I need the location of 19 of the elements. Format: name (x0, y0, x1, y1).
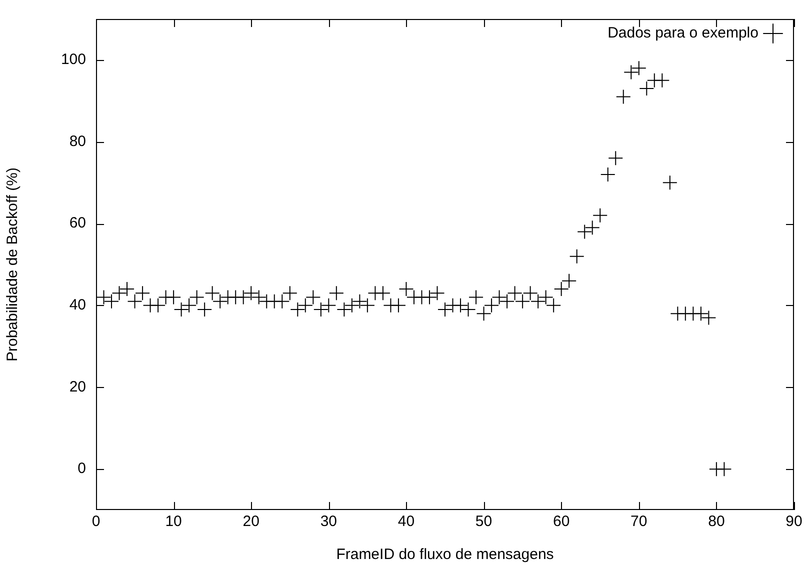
x-tick-label: 80 (708, 513, 725, 530)
x-tick-label: 60 (552, 513, 570, 530)
x-tick-label: 20 (242, 513, 260, 530)
x-tick-label: 10 (165, 513, 182, 530)
y-tick-label: 100 (60, 51, 86, 68)
y-tick-label: 20 (69, 378, 86, 396)
x-axis-title: FrameID do fluxo de mensagens (336, 546, 554, 564)
x-tick-label: 70 (630, 513, 648, 530)
y-tick-label: 0 (78, 460, 86, 478)
y-axis-title: Probabilidade de Backoff (%) (4, 167, 22, 362)
y-tick-label: 40 (69, 296, 86, 314)
legend-label: Dados para o exemplo (608, 24, 758, 42)
y-tick-label: 60 (69, 214, 86, 232)
y-tick-label: 80 (69, 132, 86, 150)
x-tick-label: 30 (320, 513, 338, 530)
x-tick-label: 0 (92, 513, 100, 530)
x-tick-label: 50 (475, 513, 492, 530)
x-tick-label: 90 (786, 513, 802, 530)
x-tick-label: 40 (398, 513, 415, 530)
